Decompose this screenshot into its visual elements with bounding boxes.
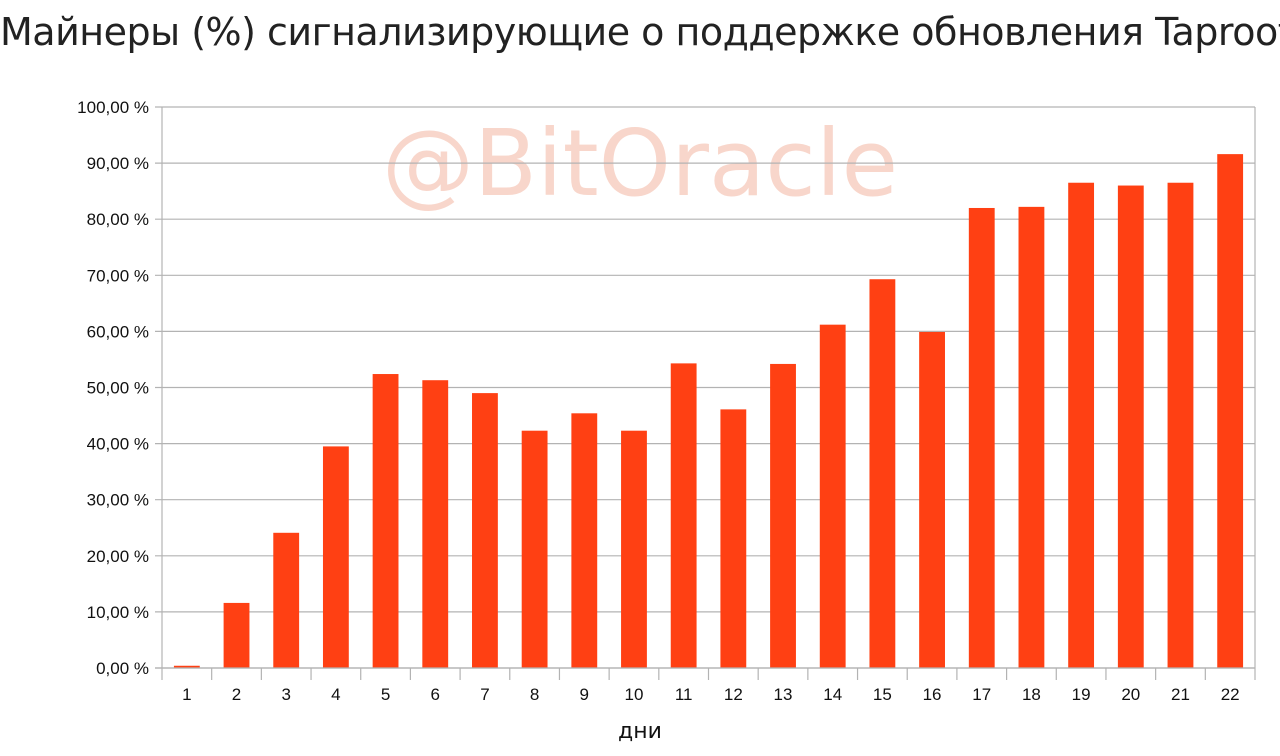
bar-day-22 bbox=[1217, 154, 1244, 668]
y-tick-label: 70,00 % bbox=[87, 266, 149, 285]
bars-layer bbox=[173, 154, 1244, 669]
bar-day-3 bbox=[273, 532, 300, 668]
bar-day-5 bbox=[372, 374, 399, 668]
bar-day-14 bbox=[819, 324, 846, 668]
bar-day-13 bbox=[770, 363, 796, 668]
y-tick-label: 100,00 % bbox=[77, 98, 149, 117]
bar-day-11 bbox=[670, 363, 697, 668]
x-tick-label: 7 bbox=[480, 685, 489, 704]
x-tick-label: 14 bbox=[823, 685, 842, 704]
bar-day-4 bbox=[322, 446, 349, 668]
bar-day-2 bbox=[223, 602, 250, 668]
bar-day-8 bbox=[521, 430, 548, 668]
y-tick-label: 80,00 % bbox=[87, 210, 149, 229]
y-tick-label: 0,00 % bbox=[96, 659, 149, 678]
bar-day-17 bbox=[968, 207, 995, 669]
x-axis-label: дни bbox=[618, 719, 662, 744]
x-tick-label: 9 bbox=[580, 685, 589, 704]
x-tick-label: 21 bbox=[1171, 685, 1190, 704]
y-tick-label: 10,00 % bbox=[87, 603, 149, 622]
y-tick-label: 40,00 % bbox=[87, 435, 149, 454]
bar-day-9 bbox=[571, 413, 598, 668]
x-tick-label: 2 bbox=[232, 685, 241, 704]
bar-day-16 bbox=[919, 331, 945, 668]
bar-day-10 bbox=[621, 430, 647, 668]
bar-day-7 bbox=[472, 393, 498, 668]
x-tick-label: 5 bbox=[381, 685, 390, 704]
bar-day-1 bbox=[173, 665, 200, 668]
chart-title: Майнеры (%) сигнализирующие о поддержке … bbox=[0, 10, 1280, 54]
x-tick-label: 22 bbox=[1221, 685, 1240, 704]
x-tick-label: 20 bbox=[1121, 685, 1140, 704]
x-tick-label: 6 bbox=[431, 685, 440, 704]
x-tick-label: 15 bbox=[873, 685, 892, 704]
bar-day-15 bbox=[869, 279, 896, 668]
y-tick-label: 30,00 % bbox=[87, 491, 149, 510]
x-tick-label: 12 bbox=[724, 685, 743, 704]
bar-day-19 bbox=[1068, 182, 1095, 669]
y-tick-label: 50,00 % bbox=[87, 379, 149, 398]
x-tick-label: 13 bbox=[774, 685, 793, 704]
axis-layer bbox=[155, 107, 1256, 680]
x-tick-label: 16 bbox=[923, 685, 942, 704]
bar-day-20 bbox=[1117, 185, 1144, 669]
x-tick-label: 10 bbox=[625, 685, 644, 704]
labels-layer: 0,00 % 10,00 % 20,00 % 30,00 % 40,00 % 50,00 … bbox=[77, 98, 1239, 704]
bar-day-6 bbox=[422, 380, 449, 668]
y-tick-label: 90,00 % bbox=[87, 154, 149, 173]
x-tick-label: 8 bbox=[530, 685, 539, 704]
bar-day-18 bbox=[1018, 206, 1045, 668]
bar-day-21 bbox=[1167, 182, 1194, 669]
x-tick-label: 4 bbox=[331, 685, 340, 704]
y-tick-label: 60,00 % bbox=[87, 322, 149, 341]
x-tick-label: 3 bbox=[281, 685, 290, 704]
x-tick-label: 1 bbox=[182, 685, 191, 704]
y-tick-label: 20,00 % bbox=[87, 547, 149, 566]
x-tick-label: 19 bbox=[1072, 685, 1091, 704]
bar-day-12 bbox=[720, 409, 747, 668]
x-tick-label: 11 bbox=[675, 685, 693, 704]
x-tick-label: 17 bbox=[972, 685, 991, 704]
x-tick-label: 18 bbox=[1022, 685, 1041, 704]
